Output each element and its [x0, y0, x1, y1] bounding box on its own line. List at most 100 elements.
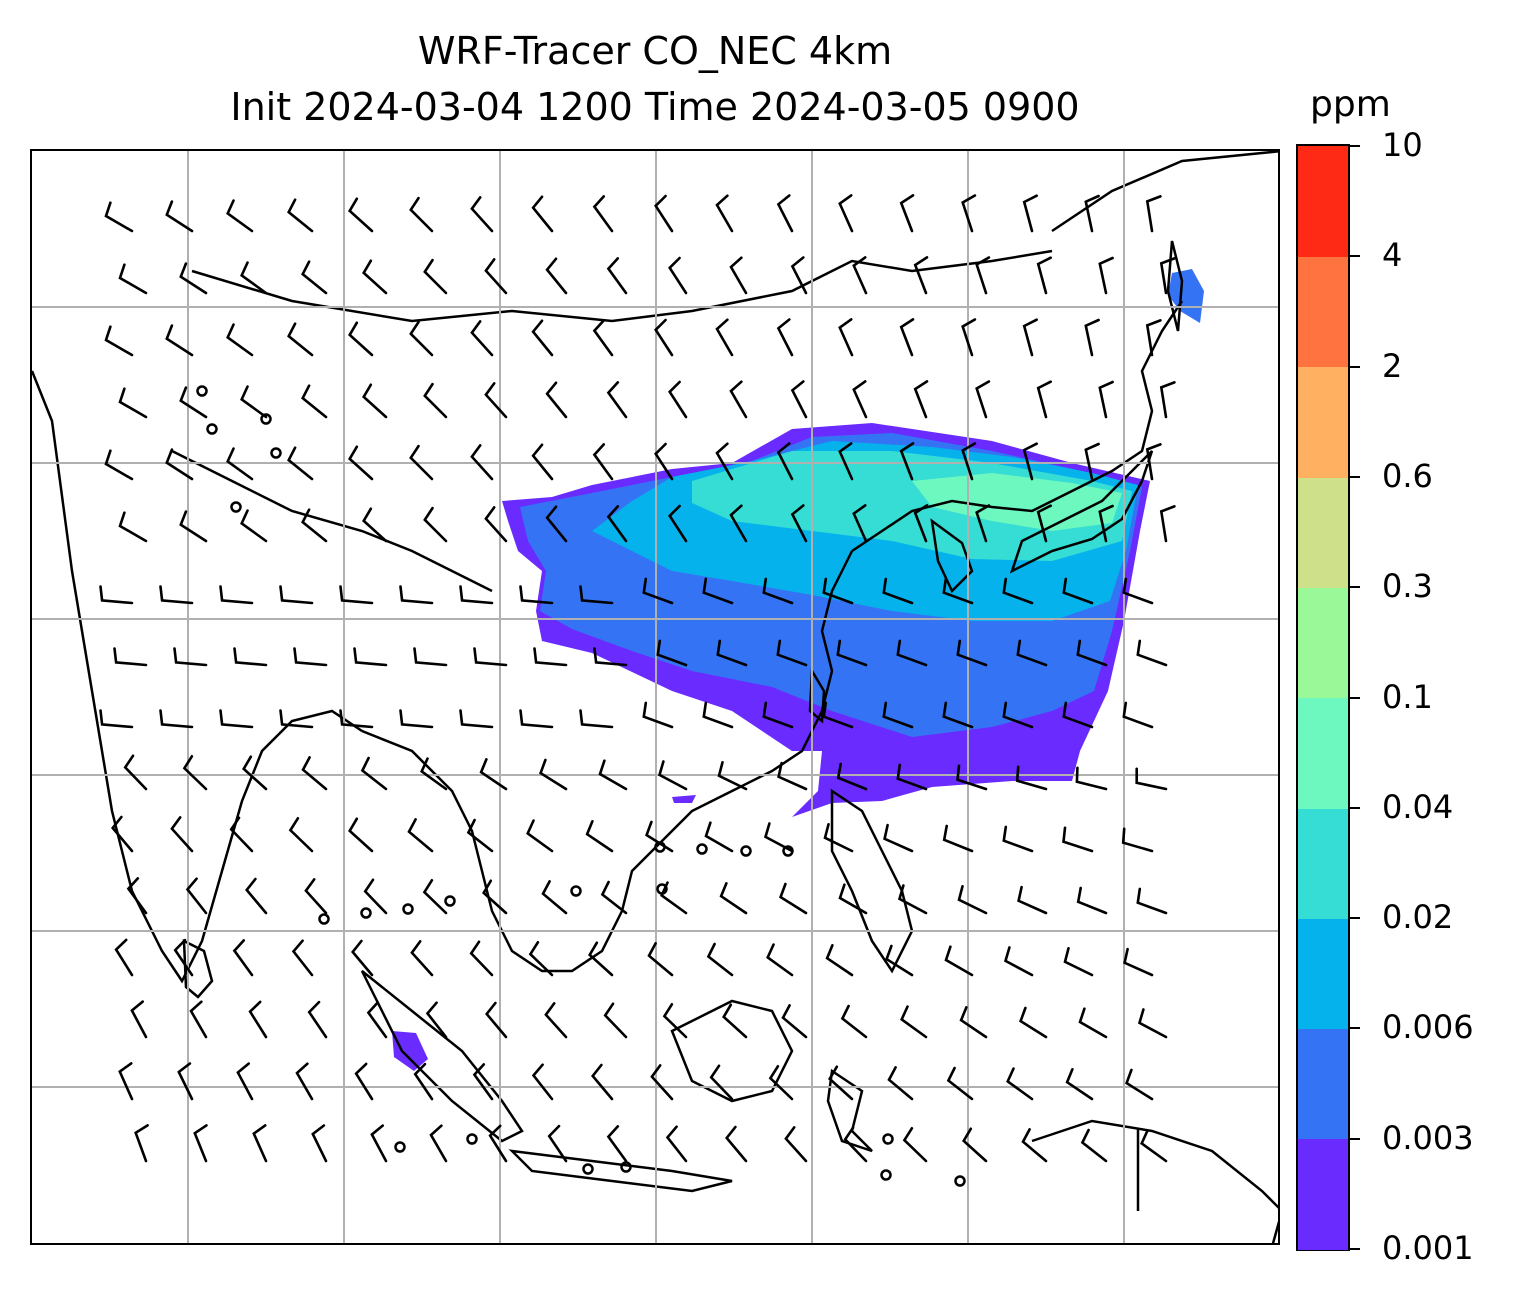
- wind-barb: [900, 1005, 928, 1039]
- plume-small-west: [392, 1031, 428, 1071]
- map-panel: [30, 149, 1280, 1245]
- wind-barb: [351, 939, 374, 977]
- wind-barb: [470, 320, 494, 357]
- wind-barb: [472, 1063, 494, 1101]
- colorbar-tick-label: 10: [1382, 126, 1423, 164]
- wind-barb: [706, 942, 734, 977]
- calm-wind-marker: [394, 1141, 406, 1153]
- wind-barb: [588, 941, 614, 977]
- calm-wind-marker: [318, 913, 330, 925]
- wind-barb: [1062, 577, 1094, 605]
- wind-barb: [252, 1124, 268, 1163]
- calm-wind-marker: [696, 843, 708, 855]
- wind-barb: [339, 585, 374, 605]
- wind-barb: [779, 882, 808, 915]
- wind-barb: [852, 380, 868, 419]
- wind-barb: [665, 1125, 688, 1163]
- wind-barb: [882, 577, 914, 605]
- coastline-java: [508, 1149, 733, 1193]
- wind-barb: [1136, 887, 1168, 915]
- wind-barb: [1002, 577, 1034, 605]
- wind-barb: [852, 256, 868, 295]
- wind-barb: [1145, 443, 1162, 481]
- colorbar-tick: [1350, 586, 1360, 589]
- wind-barb: [715, 194, 734, 233]
- wind-barb: [838, 442, 854, 481]
- colorbar-tick: [1350, 806, 1360, 809]
- chart-title-line-2: Init 2024-03-04 1200 Time 2024-03-05 090…: [230, 85, 1080, 129]
- coastline-china-east: [851, 300, 1184, 553]
- wind-barb: [1145, 195, 1162, 233]
- wind-barb: [219, 709, 254, 729]
- wind-barb: [902, 1127, 928, 1163]
- wind-barb: [165, 200, 194, 233]
- wind-barb: [725, 1125, 748, 1163]
- wind-barb: [1022, 318, 1038, 357]
- wind-barb: [118, 387, 148, 419]
- wind-barb: [1098, 504, 1114, 543]
- wind-barb: [592, 319, 614, 357]
- wind-barb: [531, 1063, 554, 1101]
- wind-barb: [126, 877, 148, 915]
- wind-barb: [840, 1004, 868, 1039]
- wind-barb: [1098, 256, 1114, 295]
- calm-wind-marker: [360, 907, 372, 919]
- wind-barb: [420, 757, 448, 791]
- wind-barb: [662, 1003, 688, 1039]
- wind-barb: [422, 879, 448, 915]
- wind-barb: [790, 256, 808, 295]
- wind-barb: [177, 1062, 194, 1101]
- calm-wind-marker: [206, 423, 218, 435]
- wind-barb: [179, 510, 208, 543]
- colorbar-tick-label: 0.003: [1382, 1118, 1474, 1157]
- colorbar-unit-label: ppm: [1310, 84, 1391, 125]
- wind-barb: [248, 1000, 268, 1039]
- wind-barb: [647, 942, 674, 977]
- plume-speck: [672, 795, 696, 803]
- calm-wind-marker: [230, 501, 242, 513]
- wind-barb: [219, 585, 254, 605]
- colorbar-tick: [1350, 1248, 1360, 1250]
- wind-barb: [660, 881, 688, 915]
- wind-barb: [1080, 1128, 1108, 1163]
- wind-barb: [1123, 947, 1154, 977]
- wind-barb: [593, 647, 628, 667]
- wind-barb: [591, 1063, 614, 1101]
- wind-barb: [776, 318, 794, 357]
- colorbar-band: [1298, 476, 1348, 588]
- wind-barb: [784, 1126, 808, 1163]
- wind-barb: [1137, 1008, 1168, 1039]
- wind-barb: [459, 585, 494, 605]
- wind-barb: [606, 505, 628, 543]
- colorbar-band: [1298, 146, 1348, 257]
- wind-barb: [425, 1001, 448, 1039]
- wind-barb: [719, 882, 748, 915]
- wind-barb: [1075, 766, 1108, 791]
- wind-barb: [722, 1003, 748, 1039]
- wind-barb: [702, 701, 734, 729]
- wind-barb: [642, 577, 674, 605]
- calm-wind-marker: [270, 447, 282, 459]
- coastline-borneo: [670, 999, 794, 1103]
- wind-barb: [1135, 767, 1168, 791]
- wind-barb: [519, 709, 554, 729]
- border-himalaya: [171, 449, 493, 593]
- wind-barb: [838, 318, 854, 357]
- colorbar-band: [1298, 807, 1348, 919]
- wind-barb: [654, 442, 674, 481]
- coastline-indochina: [361, 550, 854, 973]
- wind-barb: [360, 756, 388, 791]
- wind-barb: [118, 1062, 134, 1101]
- wind-barb: [362, 259, 388, 295]
- wind-barb: [1002, 825, 1034, 853]
- wind-barb: [1136, 639, 1168, 667]
- wind-barb: [962, 1127, 988, 1163]
- wind-barb: [484, 258, 508, 295]
- wind-barb: [226, 447, 254, 481]
- calm-wind-marker: [260, 413, 272, 425]
- wind-barb: [823, 823, 854, 853]
- wind-barb: [1076, 886, 1108, 915]
- wind-barb: [763, 822, 794, 853]
- wind-barb: [287, 198, 314, 233]
- wind-barb: [1076, 639, 1108, 667]
